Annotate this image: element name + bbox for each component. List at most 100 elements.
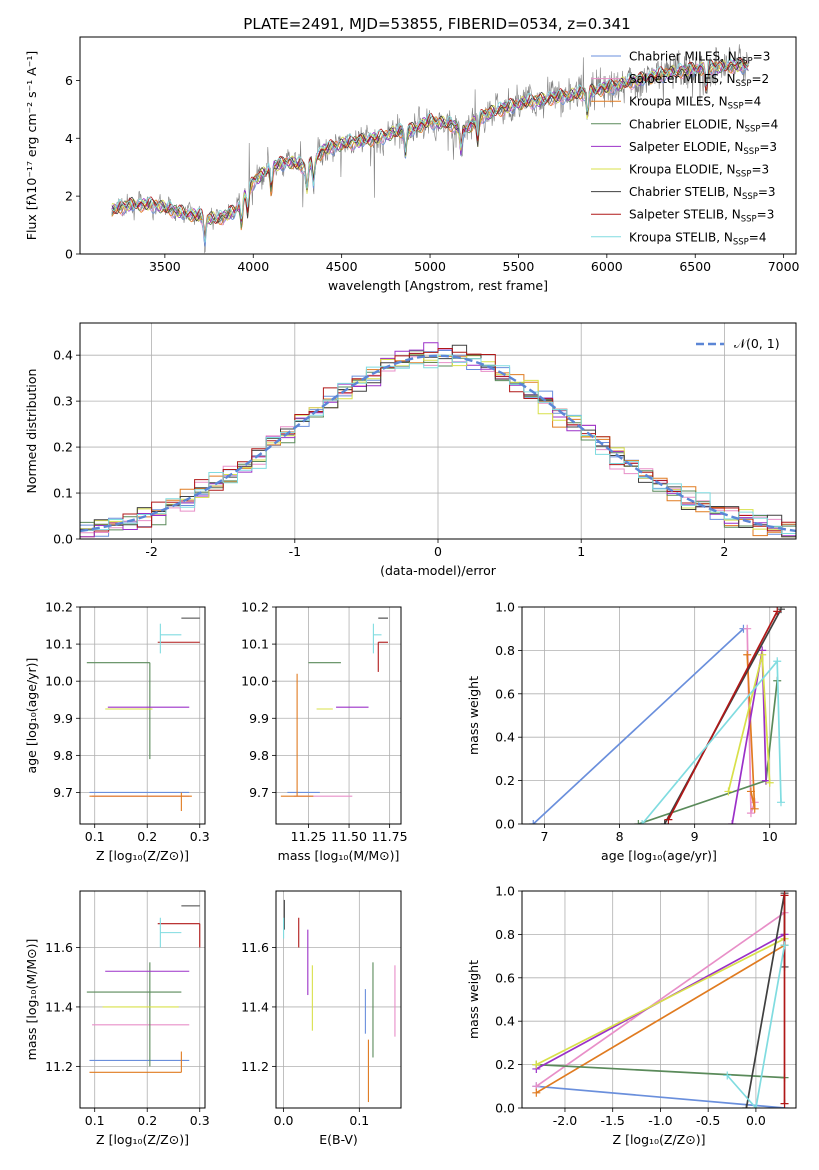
y-tick-label: 10.1 [241, 637, 269, 652]
plus-marker [751, 1104, 760, 1108]
y-tick-label: 9.9 [53, 711, 73, 726]
plus-marker [728, 820, 737, 824]
x-tick-label: 8 [616, 829, 624, 844]
y-tick-label: 0.0 [495, 817, 515, 832]
plot-area-age-vs-mass [280, 617, 389, 797]
plus-marker [638, 820, 647, 824]
x-tick-label: 4500 [326, 259, 358, 274]
weight-line [532, 628, 745, 824]
y-axis-label: age [log₁₀(age/yr)] [24, 658, 39, 774]
errorbar-point [89, 1051, 182, 1073]
x-tick-label: 0.2 [137, 829, 157, 844]
weight-line [536, 1085, 785, 1108]
plus-marker [780, 1099, 789, 1108]
y-tick-label: 0.0 [495, 1101, 515, 1116]
y-tick-label: 0.4 [495, 730, 515, 745]
legend-entry: 𝒩(0, 1) [734, 336, 780, 351]
y-tick-label: 0.6 [495, 970, 515, 985]
plot-area-spectrum [111, 44, 749, 254]
axes-frame [79, 36, 797, 255]
x-tick-label: 11.25 [291, 829, 327, 844]
y-tick-label: 10.1 [45, 637, 73, 652]
normal-curve [80, 354, 796, 533]
y-tick-label: 0.2 [495, 1057, 515, 1072]
x-tick-label: 4000 [237, 259, 269, 274]
y-tick-label: 6 [65, 73, 73, 88]
x-tick-label: -2 [145, 544, 157, 559]
weight-line [535, 937, 785, 1066]
plus-marker [780, 941, 789, 950]
y-tick-label: 11.6 [241, 940, 269, 955]
weight-line [667, 610, 778, 821]
x-tick-label: 7000 [768, 259, 800, 274]
x-tick-label: 11.50 [331, 829, 367, 844]
figure-title: PLATE=2491, MJD=53855, FIBERID=0534, z=0… [243, 15, 630, 33]
x-tick-label: 11.75 [372, 829, 408, 844]
x-tick-label: -1 [289, 544, 301, 559]
legend-entry: Salpeter ELODIE, NSSP=3 [629, 140, 777, 157]
plus-marker [532, 1060, 541, 1069]
y-tick-label: 2 [65, 189, 73, 204]
plus-marker [746, 809, 755, 818]
legend-entry: Chabrier MILES, NSSP=3 [629, 50, 770, 67]
y-tick-label: 11.4 [45, 999, 73, 1014]
y-tick-label: 0.4 [53, 348, 73, 363]
axes-residuals: -2 -1 0 1 2 0.0 0.1 0.2 0.3 0.4 (data-model)/error… [24, 322, 797, 578]
y-axis-label: Flux [fλ10⁻¹⁷ erg cm⁻² s⁻¹ A⁻¹] [24, 51, 39, 240]
plot-area-weight-vs-Z [532, 891, 789, 1108]
y-tick-label: 10.0 [241, 674, 269, 689]
y-tick-label: 9.8 [53, 748, 73, 763]
axes-mass-vs-Z: 0.1 0.2 0.3 11.2 11.4 11.6 Z [log₁₀(Z/Z⊙)] mass… [24, 890, 210, 1147]
plot-area-weight-vs-age [529, 607, 785, 824]
x-axis-label: Z [log₁₀(Z/Z⊙)] [96, 1132, 189, 1147]
x-axis-label: E(B-V) [319, 1132, 358, 1147]
errorbar-point [372, 623, 382, 654]
weight-line [535, 944, 785, 1094]
plot-area-mass-vs-Z [86, 905, 201, 1073]
x-tick-label: 10 [762, 829, 778, 844]
y-tick-label: 0.2 [53, 440, 73, 455]
axes-frame [79, 322, 797, 540]
x-tick-label: 0.1 [85, 829, 105, 844]
y-tick-label: 1.0 [495, 600, 515, 615]
axes-frame [521, 890, 797, 1109]
plus-marker [743, 650, 752, 659]
x-axis-label: age [log₁₀(age/yr)] [601, 848, 717, 863]
y-tick-label: 4 [65, 131, 73, 146]
x-axis-label: (data-model)/error [380, 563, 497, 578]
axes-spectrum: 3500 4000 4500 5000 5500 6000 6500 7000 0 2 4 6 wave… [24, 36, 800, 293]
x-tick-label: 0.0 [274, 1113, 294, 1128]
x-axis-label: Z [log₁₀(Z/Z⊙)] [613, 1132, 706, 1147]
plus-marker [660, 820, 669, 824]
spectrum-legend: Chabrier MILES, NSSP=3 Salpeter MILES, NS… [591, 50, 778, 247]
legend-entry: Salpeter STELIB, NSSP=3 [629, 208, 774, 225]
y-tick-label: 10.0 [45, 674, 73, 689]
legend-entry: Salpeter MILES, NSSP=2 [629, 72, 769, 89]
legend-entry: Chabrier ELODIE, NSSP=4 [629, 117, 778, 134]
y-axis-label: mass [log₁₀(M/M⊙)] [24, 939, 39, 1061]
errorbar-point [86, 662, 151, 760]
errorbar-point [86, 962, 182, 1067]
axes-frame [275, 606, 402, 825]
y-axis-label: mass weight [466, 676, 481, 755]
y-tick-label: 0.3 [53, 394, 73, 409]
legend-entry: Chabrier STELIB, NSSP=3 [629, 185, 776, 202]
model-line [111, 60, 749, 241]
x-axis-label: mass [log₁₀(M/M⊙)] [278, 848, 400, 863]
x-tick-label: 2 [720, 544, 728, 559]
x-tick-label: -1.5 [601, 1113, 625, 1128]
axes-frame [79, 606, 206, 825]
y-tick-label: 0.8 [495, 643, 515, 658]
errorbar-point [280, 673, 314, 797]
y-tick-label: 11.6 [45, 940, 73, 955]
plus-marker [529, 820, 538, 824]
y-tick-label: 10.2 [45, 600, 73, 615]
y-tick-label: 0.0 [53, 532, 73, 547]
x-axis-label: wavelength [Angstrom, rest frame] [328, 278, 548, 293]
plus-marker [634, 820, 643, 824]
axes-frame [79, 890, 206, 1109]
axes-frame [521, 606, 797, 825]
x-tick-label: 0 [434, 544, 442, 559]
errorbar-point [377, 641, 389, 672]
